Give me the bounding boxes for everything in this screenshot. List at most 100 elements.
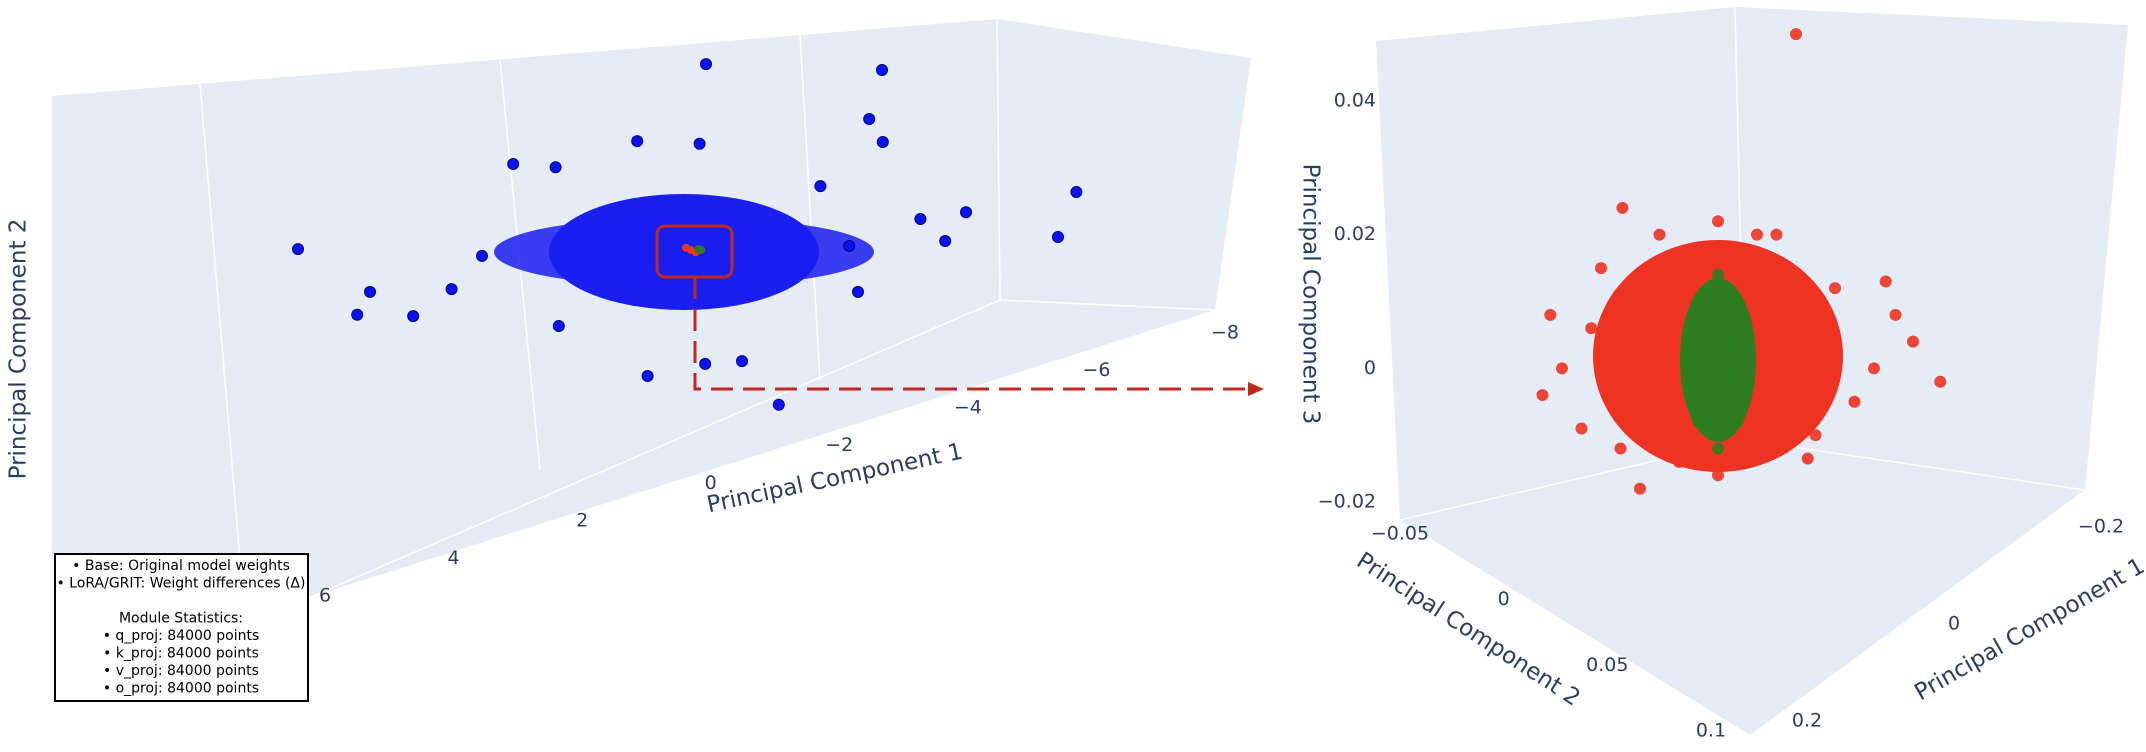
- point: [1595, 262, 1607, 275]
- point: [1731, 415, 1744, 428]
- legend-text: • q_proj: 84000 points: [103, 628, 260, 644]
- tick-label: 0.04: [1334, 90, 1376, 112]
- tick-label: 0: [1364, 357, 1376, 379]
- point: [1682, 335, 1695, 348]
- point: [1829, 282, 1841, 295]
- legend-text: Module Statistics:: [119, 611, 243, 627]
- point: [407, 310, 420, 323]
- point: [1731, 295, 1744, 308]
- point: [939, 235, 952, 247]
- point: [699, 357, 712, 370]
- pane: [1400, 440, 2085, 735]
- point: [1879, 275, 1892, 288]
- point: [1934, 375, 1947, 388]
- zoom-annotation: [655, 224, 1252, 391]
- legend-text: • v_proj: 84000 points: [103, 663, 259, 679]
- tick-label: 0.05: [1586, 654, 1628, 676]
- point: [1544, 308, 1557, 321]
- point: [507, 158, 520, 171]
- point: [693, 137, 706, 150]
- point: [631, 135, 644, 148]
- tick-label: 4: [448, 547, 460, 569]
- point: [1692, 415, 1705, 428]
- point: [1848, 395, 1861, 408]
- point: [1907, 335, 1919, 348]
- point: [1614, 442, 1627, 455]
- point: [876, 136, 889, 148]
- point: [876, 64, 888, 76]
- tick-label: 0: [1498, 588, 1510, 610]
- tick-label: 0: [705, 472, 717, 494]
- point: [697, 246, 706, 254]
- point: [1585, 322, 1598, 335]
- legend-text: • Base: Original model weights: [72, 558, 290, 574]
- point: [1070, 185, 1083, 198]
- tick-label: 0: [1948, 613, 1960, 635]
- point: [682, 243, 690, 252]
- cluster-core: [494, 217, 874, 287]
- point: [843, 239, 856, 252]
- point: [1616, 201, 1629, 214]
- point: [641, 370, 654, 382]
- point: [814, 180, 827, 193]
- point: [960, 206, 972, 219]
- point: [1809, 429, 1822, 442]
- pane-edges: [50, 18, 1216, 597]
- tick-label: −0.02: [1318, 491, 1376, 513]
- point: [1868, 362, 1880, 375]
- point: [700, 58, 712, 71]
- point: [1052, 230, 1064, 243]
- point: [552, 320, 565, 333]
- point: [1682, 375, 1695, 388]
- point: [1741, 335, 1754, 348]
- point: [1770, 228, 1783, 241]
- point: [1634, 482, 1646, 495]
- point: [1801, 452, 1814, 465]
- point: [1751, 228, 1763, 241]
- point: [1556, 362, 1568, 375]
- tick-label: −0.2: [2078, 516, 2124, 538]
- point: [1653, 228, 1666, 241]
- point: [1790, 28, 1802, 41]
- point: [863, 113, 876, 126]
- point: [852, 285, 864, 298]
- point: [364, 285, 376, 298]
- point: [1536, 389, 1549, 402]
- point: [1673, 455, 1685, 468]
- point: [1712, 268, 1724, 281]
- point: [1741, 375, 1754, 388]
- legend-text: • LoRA/GRIT: Weight differences (Δ): [57, 576, 306, 592]
- axis-title: Principal Component 3: [1298, 164, 1324, 425]
- tick-label: −4: [954, 397, 982, 419]
- tick-label: −8: [1211, 322, 1239, 344]
- point: [1889, 308, 1902, 321]
- point: [914, 212, 927, 225]
- tick-label: −6: [1082, 359, 1110, 381]
- legend-text: • o_proj: 84000 points: [103, 681, 259, 697]
- tick-label: 6: [319, 585, 331, 607]
- point: [351, 308, 364, 321]
- point: [549, 161, 562, 174]
- legend-text: • k_proj: 84000 points: [103, 646, 259, 662]
- axis-title: Principal Component 2: [6, 219, 32, 480]
- tick-label: −0.05: [1371, 523, 1429, 545]
- tick-label: 0.2: [1792, 710, 1822, 732]
- tick-label: 0.1: [1696, 720, 1726, 742]
- point: [772, 398, 785, 411]
- point: [1712, 215, 1724, 228]
- point: [1712, 442, 1724, 455]
- tick-label: 2: [576, 509, 588, 531]
- arrow-head: [1248, 382, 1264, 396]
- point: [1692, 295, 1705, 308]
- point: [476, 249, 488, 262]
- point: [445, 283, 458, 296]
- tick-label: 0.02: [1334, 223, 1376, 245]
- point: [1712, 469, 1724, 482]
- point: [1575, 422, 1588, 435]
- tick-label: −2: [825, 434, 853, 456]
- point: [736, 355, 748, 368]
- point: [1712, 348, 1724, 361]
- legend-box: [54, 553, 309, 702]
- point: [292, 243, 304, 256]
